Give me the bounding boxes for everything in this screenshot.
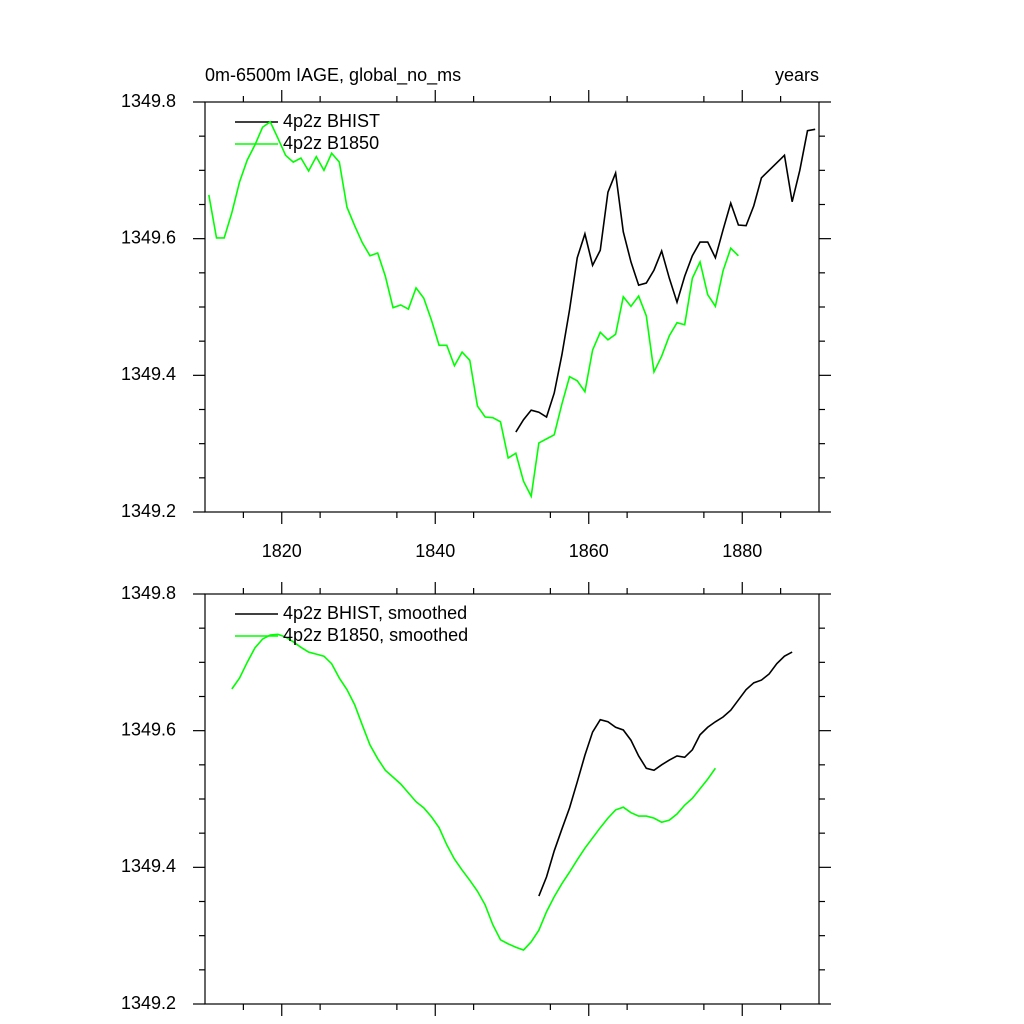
legend-label: 4p2z B1850 (283, 133, 379, 153)
x-tick-label: 1880 (722, 541, 762, 561)
legend-label: 4p2z BHIST, smoothed (283, 603, 467, 623)
plot-frame (204, 101, 820, 513)
y-tick-label: 1349.8 (121, 91, 176, 111)
x-tick-label: 1860 (569, 541, 609, 561)
y-tick-label: 1349.6 (121, 719, 176, 739)
chart-title: 0m-6500m IAGE, global_no_ms (205, 65, 461, 86)
y-tick-label: 1349.2 (121, 993, 176, 1013)
legend-label: 4p2z BHIST (283, 111, 380, 131)
legend-label: 4p2z B1850, smoothed (283, 625, 468, 645)
units-label: years (775, 65, 819, 85)
y-tick-label: 1349.8 (121, 583, 176, 603)
data-line (208, 120, 739, 499)
x-tick-label: 1840 (415, 541, 455, 561)
y-tick-label: 1349.6 (121, 227, 176, 247)
y-tick-label: 1349.4 (121, 856, 176, 876)
data-line (538, 651, 793, 897)
data-line (515, 128, 816, 433)
y-tick-label: 1349.2 (121, 501, 176, 521)
y-tick-label: 1349.4 (121, 364, 176, 384)
plot-frame (204, 593, 820, 1005)
data-line (231, 633, 717, 951)
x-tick-label: 1820 (262, 541, 302, 561)
